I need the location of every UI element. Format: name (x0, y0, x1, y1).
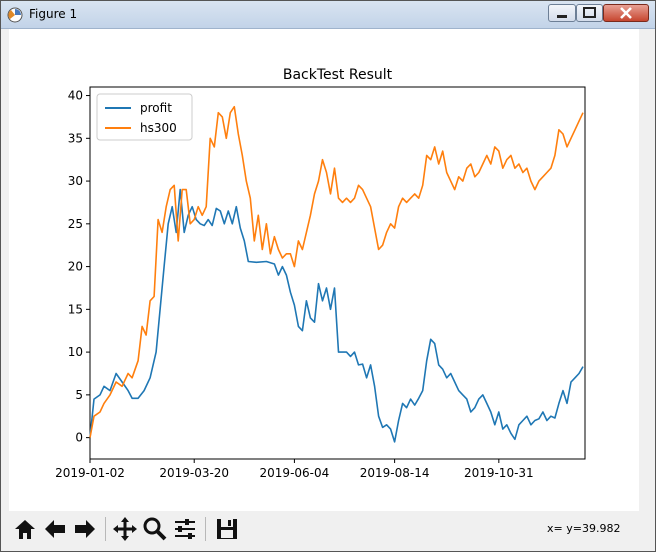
x-tick-label: 2019-08-14 (360, 466, 430, 480)
configure-subplots-button[interactable] (171, 515, 199, 543)
toolbar-separator (205, 517, 206, 541)
save-button[interactable] (213, 515, 241, 543)
y-tick-label: 5 (75, 388, 83, 402)
figure-canvas[interactable]: BackTest Result 0 5 10 15 20 25 30 35 40 2019-01-0… (9, 29, 639, 511)
y-tick-label: 15 (68, 302, 83, 316)
series-line-profit (89, 188, 584, 443)
plot-frame (89, 86, 586, 460)
x-tick-label: 2019-01-02 (55, 466, 125, 480)
cursor-coordinates: x= y=39.982 (547, 522, 621, 535)
save-icon (217, 519, 237, 539)
y-tick-label: 35 (68, 131, 83, 145)
line-chart: BackTest Result 0 5 10 15 20 25 30 35 40 2019-01-0… (55, 67, 586, 480)
minimize-icon (557, 15, 567, 18)
window-title: Figure 1 (29, 7, 78, 21)
title-bar[interactable]: Figure 1 (1, 1, 655, 29)
navigation-toolbar: x= y=39.982 (9, 511, 639, 549)
series-line-hs300 (89, 105, 584, 438)
toolbar-separator (105, 517, 106, 541)
minimize-button[interactable] (548, 4, 576, 22)
x-tick-label: 2019-10-31 (464, 466, 534, 480)
legend-label-profit: profit (140, 101, 172, 115)
chart-title: BackTest Result (283, 67, 393, 83)
x-tick-label: 2019-03-20 (159, 466, 229, 480)
y-tick-label: 0 (75, 431, 83, 445)
app-icon (7, 7, 23, 23)
maximize-button[interactable] (576, 4, 603, 22)
close-icon (620, 7, 632, 19)
pan-button[interactable] (111, 515, 139, 543)
y-tick-label: 25 (68, 217, 83, 231)
x-tick-label: 2019-06-04 (260, 466, 330, 480)
back-arrow-icon (45, 520, 65, 538)
y-tick-label: 30 (68, 174, 83, 188)
home-button[interactable] (11, 515, 39, 543)
home-icon (15, 520, 35, 539)
y-tick-label: 20 (68, 260, 83, 274)
y-tick-label: 40 (68, 89, 83, 103)
y-tick-label: 10 (68, 345, 83, 359)
zoom-icon (143, 517, 167, 541)
pan-icon (113, 517, 137, 541)
forward-arrow-icon (75, 520, 95, 538)
configure-subplots-icon (175, 519, 195, 539)
maximize-icon (583, 7, 596, 18)
forward-button[interactable] (71, 515, 99, 543)
close-button[interactable] (603, 4, 649, 22)
legend-label-hs300: hs300 (140, 121, 177, 135)
back-button[interactable] (41, 515, 69, 543)
zoom-button[interactable] (141, 515, 169, 543)
